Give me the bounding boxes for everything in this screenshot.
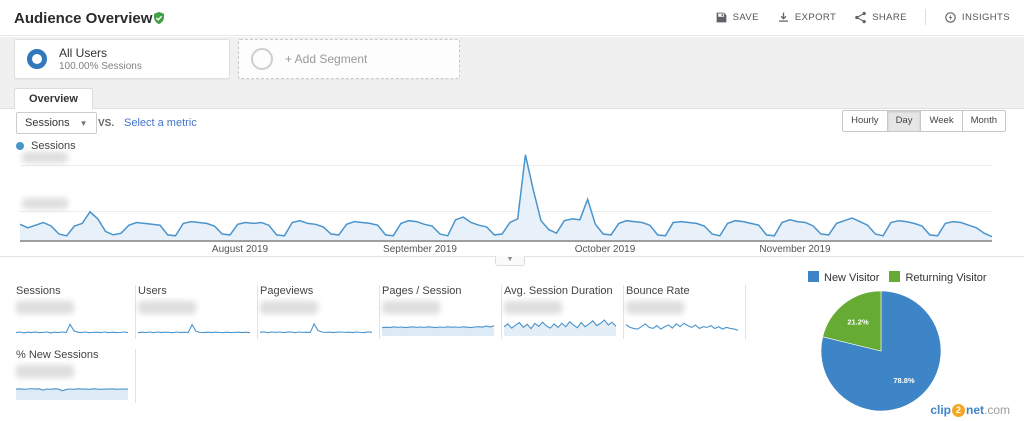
y-axis-value-redacted [22, 198, 68, 209]
insights-button[interactable]: INSIGHTS [944, 11, 1010, 24]
metric-value-redacted [504, 301, 562, 314]
pages-session-sparkline [382, 316, 494, 336]
bounce-rate-sparkline [626, 316, 738, 336]
metric-label: Users [138, 285, 167, 297]
segment-ring-icon [27, 49, 47, 69]
add-segment-ring-icon [251, 48, 273, 70]
granularity-hourly-button[interactable]: Hourly [842, 110, 888, 132]
new-sessions-sparkline [16, 380, 128, 400]
svg-text:21.2%: 21.2% [847, 317, 869, 326]
metric-card-pages-session[interactable]: Pages / Session [380, 285, 502, 339]
share-button[interactable]: SHARE [854, 11, 907, 24]
metric-dropdown[interactable]: Sessions ▼ [16, 112, 97, 134]
watermark-com: .com [983, 403, 1010, 417]
select-metric-link[interactable]: Select a metric [124, 117, 197, 129]
insights-icon [945, 11, 956, 23]
pageviews-sparkline [260, 316, 372, 336]
segment-title: All Users [59, 46, 108, 60]
sessions-sparkline [16, 316, 128, 336]
header-actions: SAVE EXPORT SHARE INSIGHTS [715, 9, 1010, 25]
new-visitor-swatch-icon [808, 271, 819, 282]
metric-value-redacted [138, 301, 196, 314]
page-title: Audience Overview [14, 10, 153, 27]
x-axis-label-september: September 2019 [383, 244, 457, 255]
save-label: SAVE [732, 11, 759, 23]
users-sparkline [138, 316, 250, 336]
sessions-area-chart [20, 148, 992, 240]
metric-dropdown-value: Sessions [25, 117, 70, 129]
metric-card-sessions[interactable]: Sessions [14, 285, 136, 339]
chevron-down-icon: ▼ [79, 118, 88, 128]
export-button[interactable]: EXPORT [777, 11, 836, 24]
tab-overview[interactable]: Overview [14, 88, 93, 109]
save-button[interactable]: SAVE [715, 11, 759, 24]
y-gridline [20, 165, 992, 166]
x-axis-label-october: October 2019 [574, 244, 636, 255]
metric-label: Avg. Session Duration [504, 285, 613, 297]
header-divider [924, 9, 926, 25]
report-header: Audience Overview SAVE EXPORT SHARE INSI… [0, 0, 1024, 36]
export-label: EXPORT [794, 11, 837, 23]
returning-visitor-swatch-icon [889, 271, 901, 282]
metric-card-session-duration[interactable]: Avg. Session Duration [502, 285, 624, 339]
metric-label: Sessions [16, 285, 61, 297]
x-axis-label-november: November 2019 [759, 244, 831, 255]
legend-returning-visitor: Returning Visitor [889, 271, 987, 284]
metric-value-redacted [16, 301, 74, 314]
share-icon [855, 11, 866, 23]
new-visitor-label: New Visitor [824, 272, 880, 284]
share-label: SHARE [872, 11, 907, 23]
metric-value-redacted [382, 301, 440, 314]
save-icon [716, 12, 727, 22]
returning-visitor-label: Returning Visitor [905, 272, 987, 284]
granularity-toggle: Hourly Day Week Month [842, 110, 1006, 132]
vs-label: VS. [98, 118, 115, 129]
export-icon [778, 12, 788, 22]
add-segment-button[interactable]: + Add Segment [238, 39, 460, 79]
metric-label: % New Sessions [16, 349, 99, 361]
report-tabbar: Overview [0, 88, 1024, 109]
timeline-legend: Sessions [16, 140, 76, 152]
visitor-type-pie-chart: 78.8% 21.2% [820, 290, 942, 412]
metric-label: Bounce Rate [626, 285, 690, 297]
collapse-chart-handle[interactable]: ▼ [495, 256, 525, 266]
segment-subtitle: 100.00% Sessions [59, 61, 142, 72]
legend-new-visitor: New Visitor [808, 271, 879, 284]
metric-label: Pageviews [260, 285, 314, 297]
insights-label: INSIGHTS [961, 11, 1010, 23]
segment-all-users[interactable]: All Users 100.00% Sessions [14, 39, 230, 79]
sessions-legend-label: Sessions [31, 140, 76, 152]
y-gridline [20, 211, 992, 212]
metric-card-pageviews[interactable]: Pageviews [258, 285, 380, 339]
pie-legend: New Visitor Returning Visitor [808, 271, 987, 284]
x-axis-label-august: August 2019 [211, 244, 269, 255]
segment-bar: All Users 100.00% Sessions + Add Segment [0, 37, 1024, 88]
clip2net-watermark: clip 2 net .com [930, 403, 1010, 417]
add-segment-label: + Add Segment [285, 52, 368, 66]
sessions-legend-dot-icon [16, 142, 24, 150]
verified-shield-icon [154, 11, 164, 25]
granularity-month-button[interactable]: Month [961, 110, 1006, 132]
granularity-week-button[interactable]: Week [920, 110, 963, 132]
metric-card-users[interactable]: Users [136, 285, 258, 339]
metric-value-redacted [16, 365, 74, 378]
session-duration-sparkline [504, 316, 616, 336]
metric-label: Pages / Session [382, 285, 462, 297]
watermark-net: net [965, 403, 984, 417]
x-axis-baseline [20, 240, 992, 242]
granularity-day-button[interactable]: Day [886, 110, 922, 132]
svg-text:78.8%: 78.8% [893, 376, 915, 385]
metric-card-bounce-rate[interactable]: Bounce Rate [624, 285, 746, 339]
watermark-2-icon: 2 [951, 403, 965, 417]
watermark-clip: clip [930, 403, 951, 417]
metric-value-redacted [626, 301, 684, 314]
metric-card-new-sessions[interactable]: % New Sessions [14, 349, 136, 403]
y-axis-value-redacted [22, 152, 68, 163]
metric-value-redacted [260, 301, 318, 314]
